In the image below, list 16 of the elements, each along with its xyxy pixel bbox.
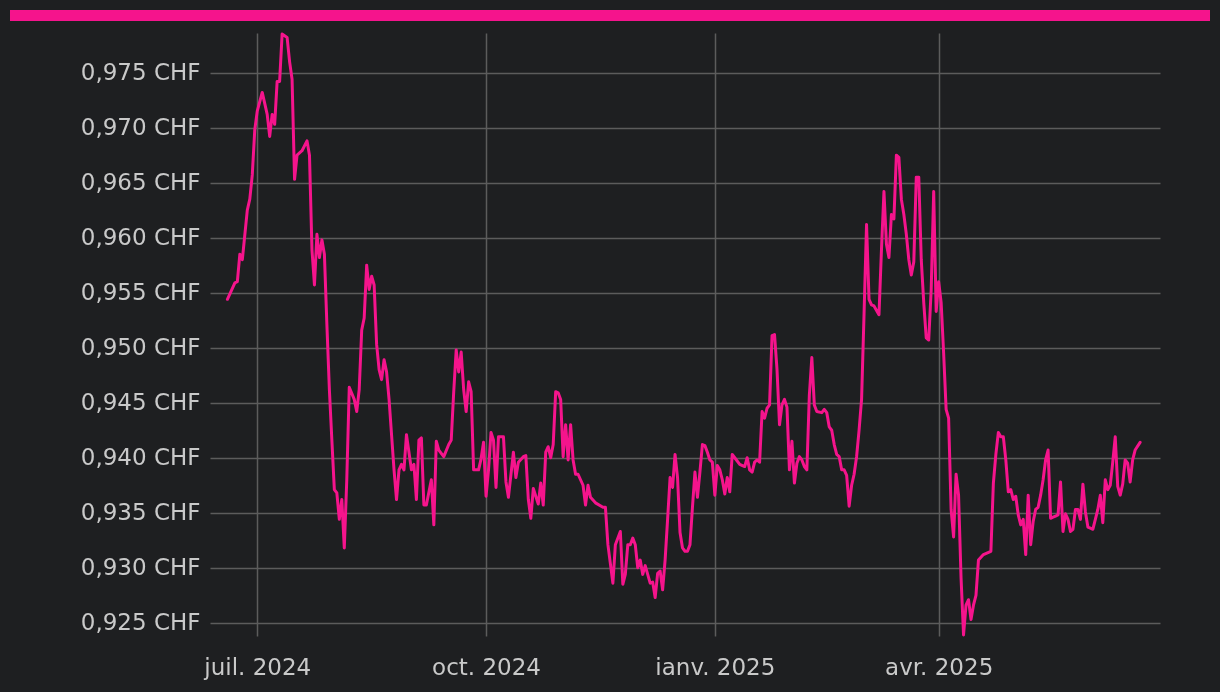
x-tick-label: juil. 2024	[203, 653, 312, 680]
x-tick-label: ianv. 2025	[655, 653, 776, 680]
x-tick-label: avr. 2025	[885, 653, 994, 680]
x-tick-label: oct. 2024	[432, 653, 541, 680]
y-tick-label: 0,940 CHF	[80, 444, 201, 471]
y-tick-label: 0,925 CHF	[80, 609, 201, 636]
y-tick-label: 0,955 CHF	[80, 279, 201, 306]
y-tick-label: 0,950 CHF	[80, 334, 201, 361]
y-tick-label: 0,965 CHF	[80, 169, 201, 196]
y-tick-label: 0,960 CHF	[80, 224, 201, 251]
y-tick-label: 0,975 CHF	[80, 59, 201, 86]
line-series	[225, 32, 1142, 637]
y-tick-label: 0,945 CHF	[80, 389, 201, 416]
y-tick-label: 0,930 CHF	[80, 554, 201, 581]
y-tick-label: 0,935 CHF	[80, 499, 201, 526]
y-tick-label: 0,970 CHF	[80, 114, 201, 141]
